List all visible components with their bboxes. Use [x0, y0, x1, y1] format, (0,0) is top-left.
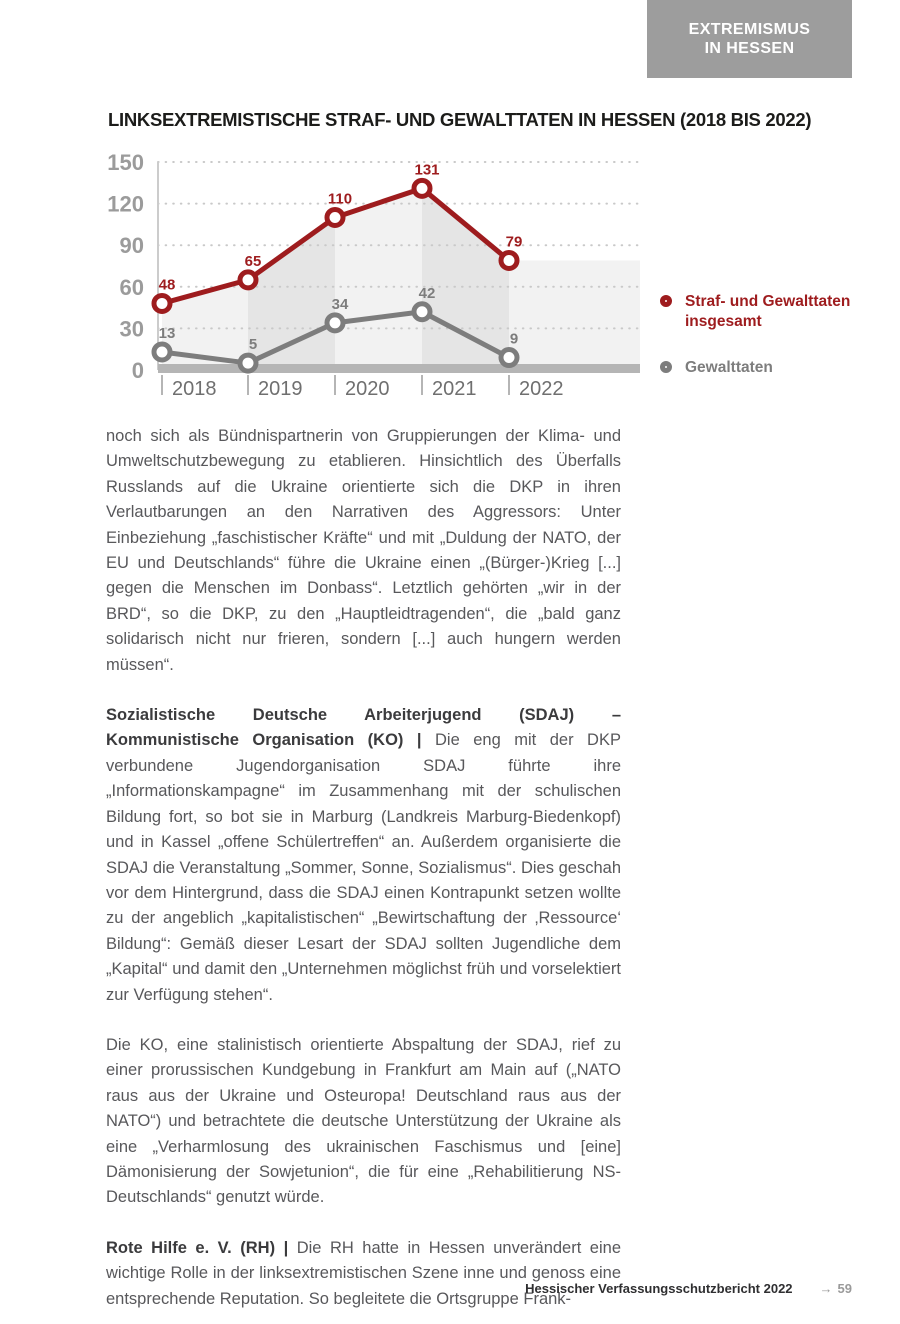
svg-text:13: 13	[159, 325, 176, 342]
svg-text:5: 5	[249, 336, 257, 353]
svg-text:42: 42	[419, 285, 436, 302]
svg-text:65: 65	[245, 253, 262, 270]
svg-text:2021: 2021	[432, 378, 477, 400]
svg-text:0: 0	[132, 358, 144, 383]
svg-text:2022: 2022	[519, 378, 564, 400]
svg-text:120: 120	[107, 192, 144, 217]
paragraph-body: Die eng mit der DKP verbundene Jugendorg…	[106, 731, 621, 1004]
footer-source: Hessischer Verfassungsschutzbericht 2022	[525, 1281, 793, 1296]
legend-label-violence: Gewalttaten	[685, 359, 773, 376]
svg-text:150: 150	[107, 150, 144, 175]
svg-text:30: 30	[120, 316, 144, 341]
chart-title: LINKSEXTREMISTISCHE STRAF- UND GEWALTTAT…	[108, 109, 812, 130]
legend-ring-icon	[660, 361, 672, 373]
section-badge-line2: IN HESSEN	[704, 40, 795, 57]
svg-text:110: 110	[328, 190, 352, 207]
svg-text:9: 9	[510, 331, 518, 348]
legend-item-total: Straf- und Gewalttaten insgesamt	[660, 292, 880, 332]
svg-text:79: 79	[506, 233, 523, 250]
arrow-right-icon: →	[819, 1281, 833, 1296]
paragraph-lead: Sozialistische Deutsche Arbeiterjugend (…	[106, 706, 621, 750]
paragraph-body: Die RH hatte in Hessen unverändert eine …	[106, 1238, 621, 1308]
svg-text:131: 131	[414, 161, 439, 178]
svg-text:90: 90	[120, 233, 144, 258]
svg-text:60: 60	[120, 275, 144, 300]
paragraph: Die KO, eine stalinistisch orientierte A…	[106, 1033, 621, 1211]
svg-text:2019: 2019	[258, 378, 303, 400]
chart-legend: Straf- und Gewalttaten insgesamt Gewaltt…	[660, 292, 880, 404]
body-text: noch sich als Bündnispartnerin von Grupp…	[106, 424, 621, 1324]
paragraph-body: noch sich als Bündnispartnerin von Grupp…	[106, 427, 621, 674]
paragraph: noch sich als Bündnispartnerin von Grupp…	[106, 424, 621, 678]
svg-text:48: 48	[159, 276, 176, 293]
svg-text:2018: 2018	[172, 378, 217, 400]
legend-label-total: Straf- und Gewalttaten insgesamt	[685, 293, 851, 330]
paragraph: Sozialistische Deutsche Arbeiterjugend (…	[106, 703, 621, 1008]
paragraph: Rote Hilfe e. V. (RH) | Die RH hatte in …	[106, 1236, 621, 1312]
svg-text:2020: 2020	[345, 378, 390, 400]
footer-page-number: 59	[837, 1281, 852, 1296]
paragraph-body: Die KO, eine stalinistisch orientierte A…	[106, 1035, 621, 1207]
footer-page: → 59	[820, 1281, 852, 1296]
svg-text:34: 34	[332, 296, 349, 313]
paragraph-lead: Rote Hilfe e. V. (RH) |	[106, 1238, 297, 1257]
section-badge: EXTREMISMUS IN HESSEN	[647, 0, 852, 78]
section-badge-line1: EXTREMISMUS	[688, 21, 811, 38]
crime-statistics-chart: 0 30 60 90 120 150 2018 2019 2020 2021 2022 13 5 34 42…	[107, 150, 641, 400]
legend-item-violence: Gewalttaten	[660, 358, 880, 378]
legend-ring-icon	[660, 295, 672, 307]
footer: Hessischer Verfassungsschutzbericht 2022…	[525, 1281, 852, 1296]
